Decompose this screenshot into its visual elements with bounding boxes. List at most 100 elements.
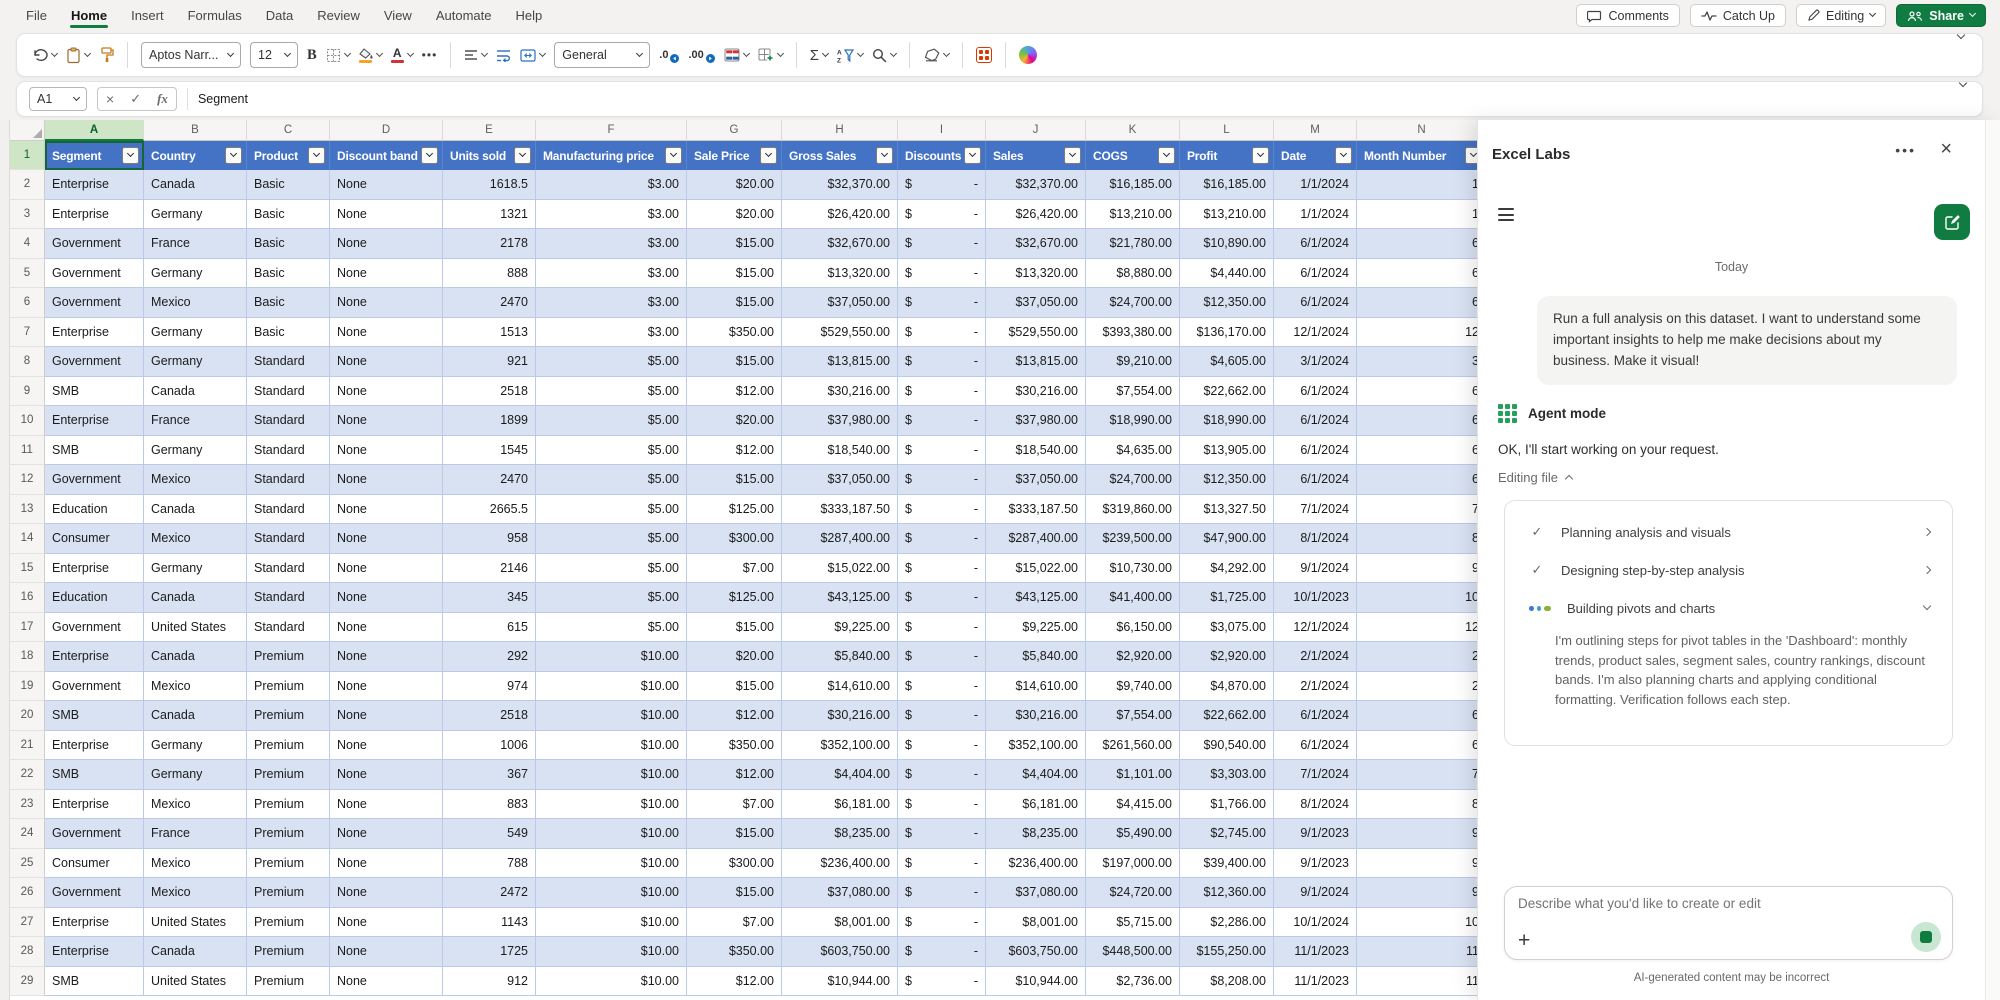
table-cell[interactable]: Premium: [247, 937, 330, 967]
table-cell[interactable]: $6,181.00: [986, 790, 1086, 820]
table-cell[interactable]: $2,920.00: [1086, 642, 1180, 672]
table-cell[interactable]: Education: [45, 495, 144, 525]
table-cell[interactable]: 292: [443, 642, 536, 672]
table-cell[interactable]: Education: [45, 583, 144, 613]
table-cell[interactable]: 6/1/2024: [1274, 406, 1357, 436]
table-cell[interactable]: $448,500.00: [1086, 937, 1180, 967]
merge-cells-button[interactable]: [520, 49, 545, 62]
table-cell[interactable]: $287,400.00: [986, 524, 1086, 554]
column-header-E[interactable]: E: [443, 120, 536, 141]
table-cell[interactable]: $350.00: [687, 318, 782, 348]
table-cell[interactable]: 367: [443, 760, 536, 790]
table-cell[interactable]: Premium: [247, 672, 330, 702]
menu-item-view[interactable]: View: [382, 0, 414, 30]
table-cell[interactable]: $-: [898, 229, 986, 259]
table-cell[interactable]: $3.00: [536, 200, 687, 230]
table-cell[interactable]: $-: [898, 672, 986, 702]
collapse-ribbon-chevron[interactable]: [1957, 31, 1965, 39]
table-cell[interactable]: SMB: [45, 377, 144, 407]
table-cell[interactable]: Standard: [247, 436, 330, 466]
table-cell[interactable]: None: [330, 229, 443, 259]
table-cell[interactable]: 8/1/2024: [1274, 524, 1357, 554]
table-cell[interactable]: France: [144, 229, 247, 259]
filter-button[interactable]: [876, 147, 893, 164]
table-cell[interactable]: Germany: [144, 347, 247, 377]
table-cell[interactable]: 6: [1357, 701, 1477, 731]
table-cell[interactable]: None: [330, 406, 443, 436]
row-header-15[interactable]: 15: [10, 554, 45, 584]
table-cell[interactable]: $22,662.00: [1180, 701, 1274, 731]
table-cell[interactable]: 1725: [443, 937, 536, 967]
menu-item-file[interactable]: File: [24, 0, 49, 30]
table-cell[interactable]: $10.00: [536, 731, 687, 761]
row-header-2[interactable]: 2: [10, 170, 45, 200]
row-header-27[interactable]: 27: [10, 908, 45, 938]
table-cell[interactable]: $8,208.00: [1180, 967, 1274, 997]
table-cell[interactable]: $13,320.00: [782, 259, 898, 289]
table-cell[interactable]: 8: [1357, 790, 1477, 820]
table-cell[interactable]: 1545: [443, 436, 536, 466]
table-cell[interactable]: $319,860.00: [1086, 495, 1180, 525]
table-cell[interactable]: 9/1/2023: [1274, 849, 1357, 879]
table-cell[interactable]: 6: [1357, 436, 1477, 466]
table-cell[interactable]: 6/1/2024: [1274, 377, 1357, 407]
table-cell[interactable]: $-: [898, 583, 986, 613]
table-cell[interactable]: Mexico: [144, 288, 247, 318]
table-header-cell[interactable]: Discounts: [898, 141, 986, 170]
row-header-21[interactable]: 21: [10, 731, 45, 761]
table-cell[interactable]: $15.00: [687, 288, 782, 318]
column-header-L[interactable]: L: [1180, 120, 1274, 141]
menu-item-home[interactable]: Home: [69, 0, 109, 30]
table-cell[interactable]: $3.00: [536, 318, 687, 348]
table-cell[interactable]: $26,420.00: [782, 200, 898, 230]
row-header-1[interactable]: 1: [10, 141, 45, 170]
table-cell[interactable]: Government: [45, 465, 144, 495]
find-button[interactable]: [872, 48, 896, 63]
table-cell[interactable]: $-: [898, 170, 986, 200]
table-cell[interactable]: Germany: [144, 318, 247, 348]
table-cell[interactable]: $12.00: [687, 760, 782, 790]
table-cell[interactable]: 958: [443, 524, 536, 554]
table-cell[interactable]: United States: [144, 613, 247, 643]
table-cell[interactable]: $10.00: [536, 878, 687, 908]
table-cell[interactable]: $15.00: [687, 347, 782, 377]
table-cell[interactable]: $-: [898, 495, 986, 525]
table-cell[interactable]: $-: [898, 347, 986, 377]
table-cell[interactable]: $10.00: [536, 819, 687, 849]
table-cell[interactable]: 8: [1357, 524, 1477, 554]
filter-button[interactable]: [514, 147, 531, 164]
table-cell[interactable]: 1: [1357, 170, 1477, 200]
row-header-14[interactable]: 14: [10, 524, 45, 554]
table-cell[interactable]: Consumer: [45, 524, 144, 554]
table-cell[interactable]: $15.00: [687, 229, 782, 259]
table-header-cell[interactable]: Sales: [986, 141, 1086, 170]
editing-file-toggle[interactable]: Editing file: [1498, 470, 1572, 485]
table-cell[interactable]: 788: [443, 849, 536, 879]
table-cell[interactable]: 9/1/2024: [1274, 878, 1357, 908]
table-cell[interactable]: 974: [443, 672, 536, 702]
table-cell[interactable]: Standard: [247, 406, 330, 436]
attach-plus-button[interactable]: +: [1518, 930, 1530, 951]
table-cell[interactable]: 2: [1357, 642, 1477, 672]
table-cell[interactable]: $529,550.00: [782, 318, 898, 348]
table-cell[interactable]: 7: [1357, 495, 1477, 525]
table-cell[interactable]: $15.00: [687, 465, 782, 495]
menu-item-help[interactable]: Help: [513, 0, 544, 30]
row-header-19[interactable]: 19: [10, 672, 45, 702]
table-cell[interactable]: Enterprise: [45, 790, 144, 820]
table-cell[interactable]: None: [330, 288, 443, 318]
table-cell[interactable]: $10.00: [536, 672, 687, 702]
table-cell[interactable]: $10,944.00: [782, 967, 898, 997]
row-header-6[interactable]: 6: [10, 288, 45, 318]
table-cell[interactable]: $3.00: [536, 170, 687, 200]
table-cell[interactable]: Standard: [247, 377, 330, 407]
table-cell[interactable]: $30,216.00: [782, 377, 898, 407]
table-cell[interactable]: $-: [898, 701, 986, 731]
table-header-cell[interactable]: Segment: [45, 141, 144, 170]
table-cell[interactable]: None: [330, 849, 443, 879]
row-header-16[interactable]: 16: [10, 583, 45, 613]
table-cell[interactable]: Enterprise: [45, 731, 144, 761]
row-header-5[interactable]: 5: [10, 259, 45, 289]
table-cell[interactable]: $90,540.00: [1180, 731, 1274, 761]
table-cell[interactable]: SMB: [45, 701, 144, 731]
